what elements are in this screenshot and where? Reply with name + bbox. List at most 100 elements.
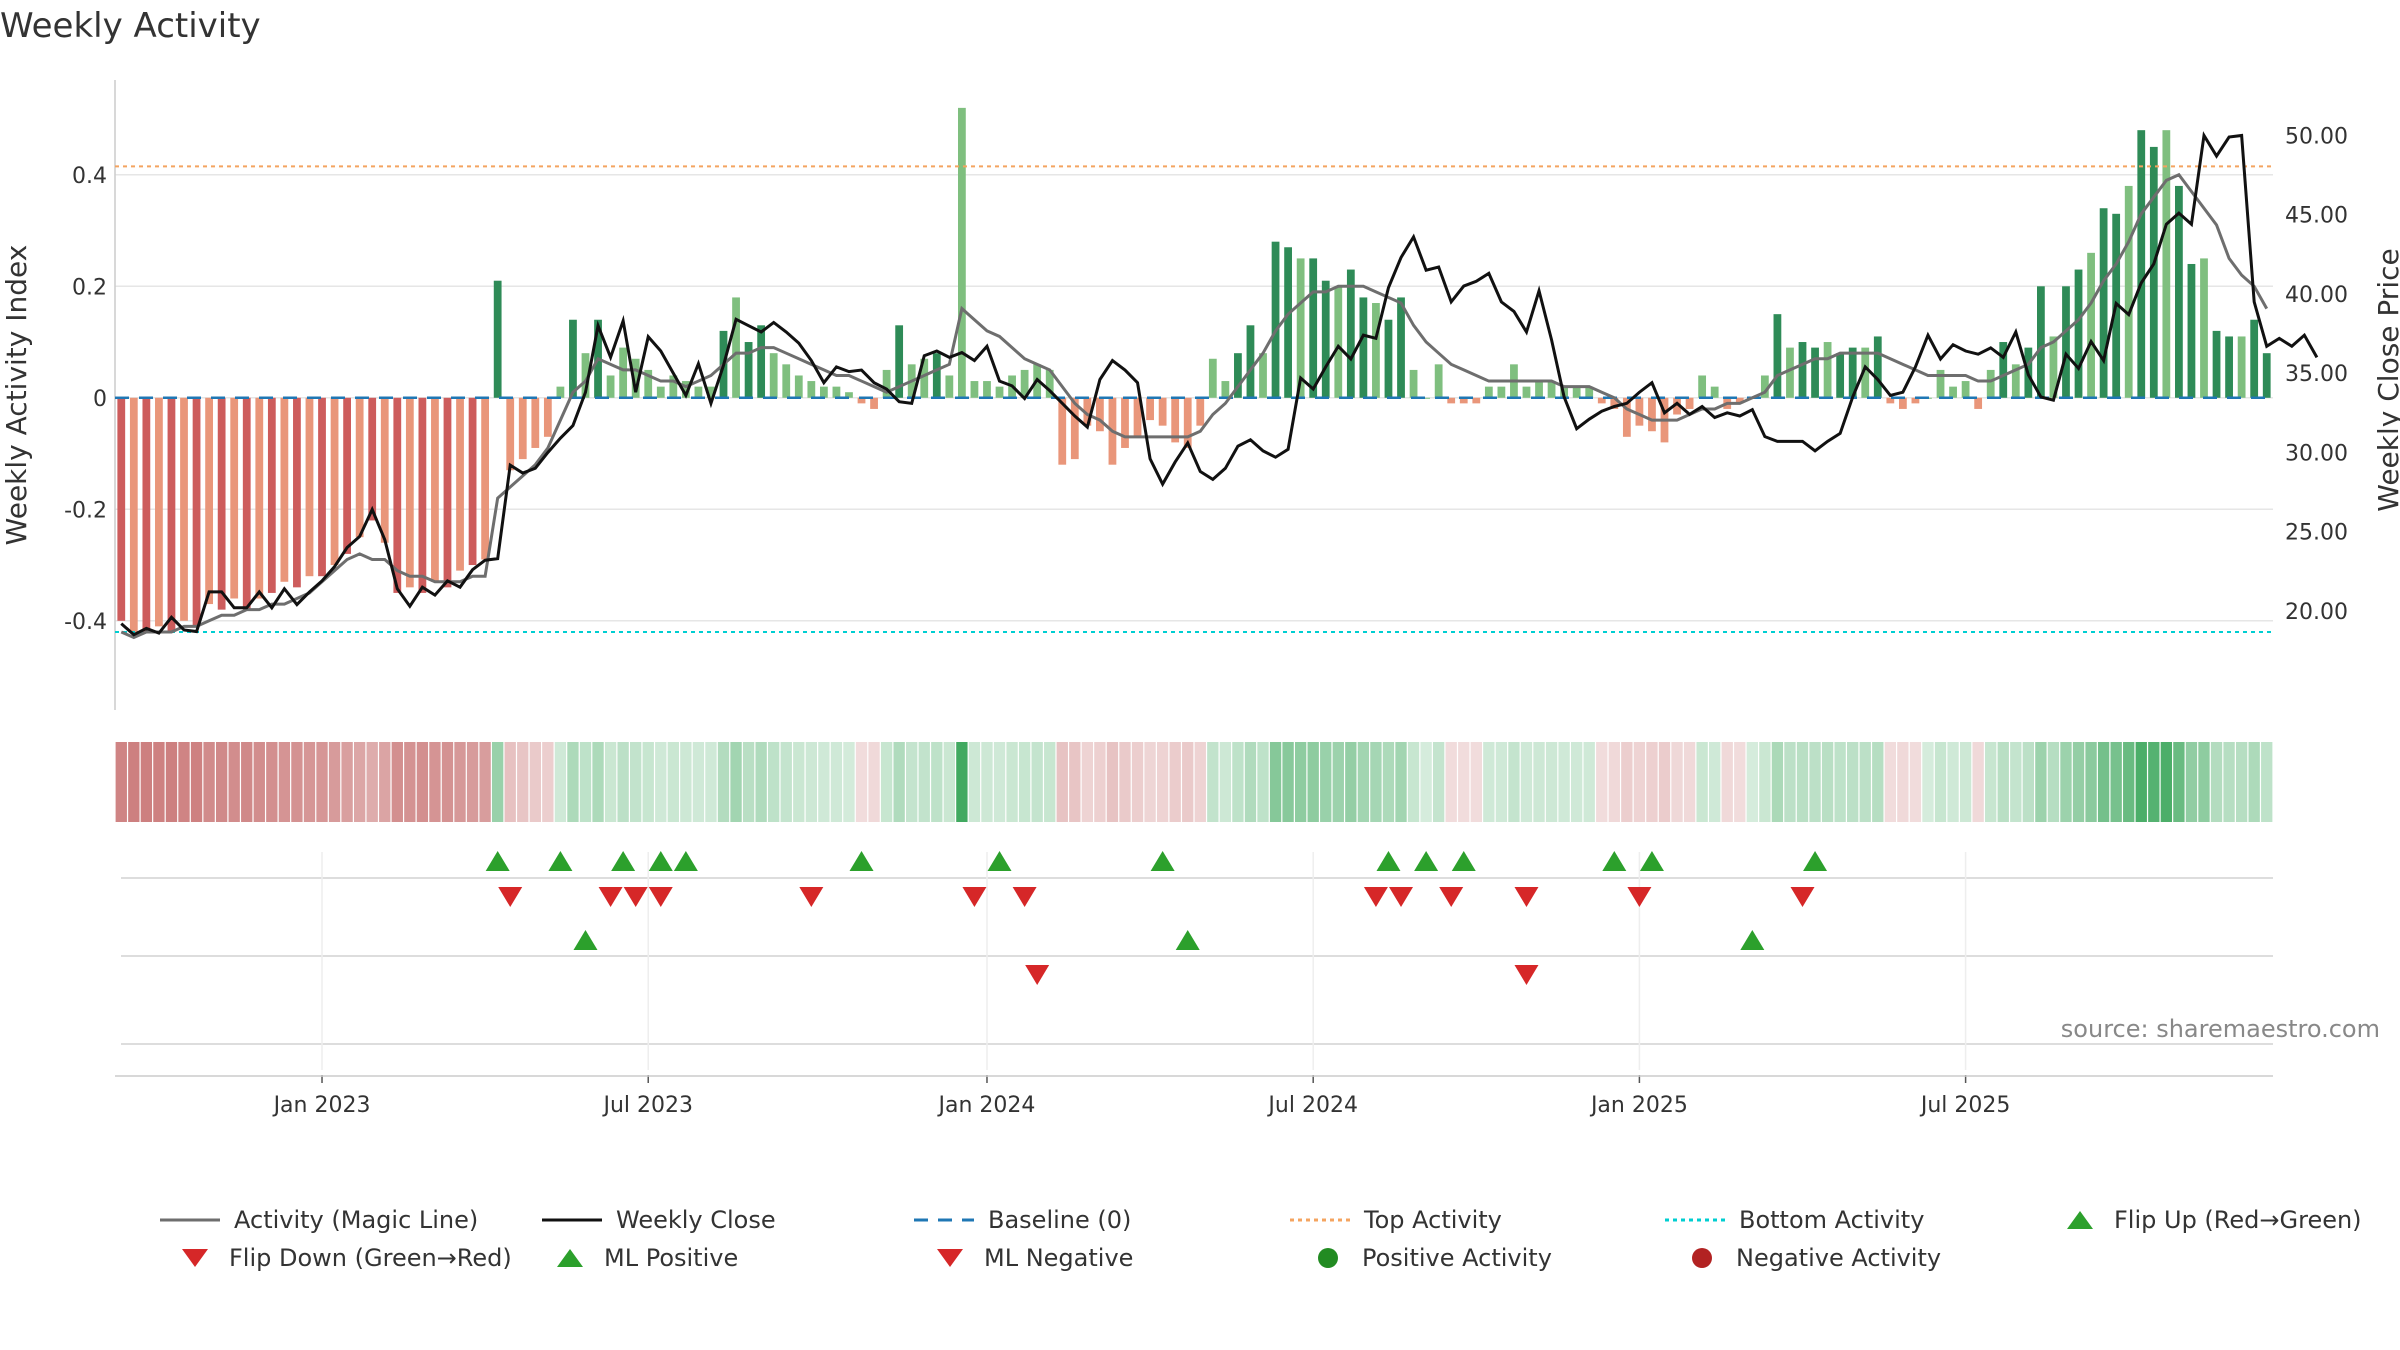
- heat-strip-cell: [1420, 742, 1432, 822]
- heat-strip-cell: [1922, 742, 1934, 822]
- activity-bar: [1961, 381, 1970, 398]
- legend-item-baseline[interactable]: Baseline (0): [914, 1200, 1131, 1240]
- heat-strip-cell: [2261, 742, 2273, 822]
- activity-bar: [1685, 397, 1694, 409]
- x-tick-label: Jan 2024: [937, 1093, 1036, 1118]
- y-tick-label: 0.2: [72, 275, 107, 300]
- heat-strip-cell: [1407, 742, 1420, 822]
- activity-bar: [2175, 185, 2183, 398]
- heat-strip-cell: [2060, 742, 2072, 822]
- red-triangle-down-icon: [182, 1249, 208, 1267]
- activity-bar: [2212, 330, 2221, 398]
- heat-strip-cell: [2010, 742, 2022, 822]
- activity-bar: [845, 392, 853, 398]
- heat-strip-cell: [2210, 742, 2223, 822]
- heat-strip-cell: [604, 742, 617, 822]
- activity-bar: [1284, 247, 1292, 398]
- legend-item-magic-line[interactable]: Activity (Magic Line): [160, 1200, 478, 1240]
- activity-bar: [669, 375, 678, 398]
- activity-bar: [431, 397, 439, 582]
- activity-bar: [418, 397, 427, 593]
- heat-strip-cell: [655, 742, 667, 822]
- activity-bar: [1798, 342, 1807, 398]
- activity-bar: [1648, 397, 1656, 432]
- legend-label: Activity (Magic Line): [234, 1206, 479, 1234]
- heat-strip-cell: [1985, 742, 1997, 822]
- flip-down-marker: [648, 887, 673, 907]
- green-triangle-up-icon: [2067, 1211, 2093, 1229]
- flip-up-marker: [1451, 851, 1476, 871]
- activity-bar: [1710, 386, 1719, 398]
- legend-item-weekly-close[interactable]: Weekly Close: [542, 1200, 776, 1240]
- y2-tick-label: 50.00: [2285, 124, 2348, 149]
- activity-bar: [1635, 397, 1644, 426]
- heat-strip-cell: [1784, 742, 1796, 822]
- heat-strip-cell: [1633, 742, 1646, 822]
- activity-bar: [1447, 397, 1456, 404]
- activity-bar: [2162, 130, 2171, 398]
- activity-bar: [405, 397, 414, 588]
- activity-bar: [619, 347, 628, 398]
- y2-tick-label: 45.00: [2285, 204, 2348, 229]
- heat-strip-cell: [2085, 742, 2097, 822]
- heat-strip-cell: [153, 742, 165, 822]
- heat-strip-cell: [1520, 742, 1533, 822]
- flip-up-marker: [1803, 851, 1828, 871]
- activity-bar: [1535, 381, 1543, 398]
- legend-item-ml-positive[interactable]: ML Positive: [550, 1238, 738, 1278]
- heat-strip-cell: [517, 742, 529, 822]
- activity-bar: [2225, 336, 2233, 398]
- activity-bar: [1384, 319, 1393, 398]
- activity-bar: [1346, 269, 1355, 398]
- flip-up-marker: [648, 851, 673, 871]
- heat-strip-cell: [1583, 742, 1595, 822]
- chart-title: Weekly Activity: [0, 6, 261, 46]
- activity-bar: [1422, 397, 1430, 399]
- legend-item-top-activity[interactable]: Top Activity: [1290, 1200, 1502, 1240]
- heat-strip-cell: [353, 742, 366, 822]
- weekly-close-series: [120, 131, 2319, 637]
- activity-bar: [857, 397, 866, 404]
- legend-item-ml-negative[interactable]: ML Negative: [930, 1238, 1133, 1278]
- heat-strip-cell: [1282, 742, 1294, 822]
- activity-bar: [757, 325, 766, 398]
- heat-strip-cell: [1194, 742, 1206, 822]
- heat-strip-cell: [303, 742, 316, 822]
- flip-down-marker: [598, 887, 623, 907]
- heat-strip-cell: [2110, 742, 2122, 822]
- activity-bar: [1146, 397, 1154, 421]
- heat-strip-cell: [2135, 742, 2147, 822]
- heat-strip-cell: [466, 742, 479, 822]
- activity-bar: [1585, 386, 1594, 398]
- heat-strip-cell: [1320, 742, 1332, 822]
- heat-strip-cell: [1470, 742, 1482, 822]
- heat-strip-cell: [1759, 742, 1771, 822]
- activity-bar: [1786, 347, 1794, 398]
- activity-bar: [1597, 397, 1606, 404]
- heat-strip-cell: [2173, 742, 2185, 822]
- activity-bar: [1183, 397, 1192, 448]
- activity-bar: [732, 297, 740, 398]
- activity-bar: [368, 397, 377, 521]
- heat-strip-cell: [1570, 742, 1583, 822]
- legend-item-flip-up[interactable]: Flip Up (Red→Green): [2060, 1200, 2362, 1240]
- activity-bar: [995, 386, 1004, 398]
- heat-strip-cell: [554, 742, 567, 822]
- legend-item-flip-down[interactable]: Flip Down (Green→Red): [175, 1238, 512, 1278]
- legend-item-negative-activity[interactable]: Negative Activity: [1682, 1238, 1941, 1278]
- heat-strip-cell: [454, 742, 466, 822]
- heat-strip-cell: [1483, 742, 1495, 822]
- heat-strip-cell: [1671, 742, 1683, 822]
- legend-item-bottom-activity[interactable]: Bottom Activity: [1665, 1200, 1924, 1240]
- heat-strip-cell: [1646, 742, 1658, 822]
- activity-bar: [1823, 342, 1832, 398]
- heat-strip-cell: [203, 742, 215, 822]
- heat-strip-cell: [793, 742, 805, 822]
- black-line-icon: [542, 1218, 602, 1222]
- activity-bar: [456, 397, 464, 571]
- activity-bar: [180, 397, 188, 621]
- activity-bar: [920, 358, 929, 398]
- activity-bar: [493, 280, 502, 398]
- activity-bar: [832, 386, 841, 398]
- legend-item-positive-activity[interactable]: Positive Activity: [1308, 1238, 1552, 1278]
